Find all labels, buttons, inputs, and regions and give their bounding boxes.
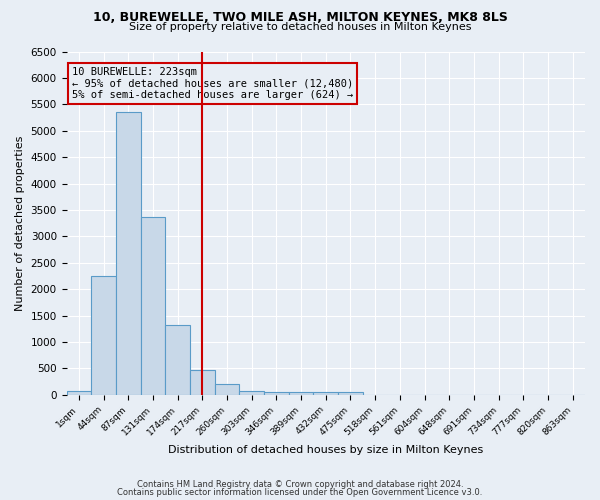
Text: 10 BUREWELLE: 223sqm
← 95% of detached houses are smaller (12,480)
5% of semi-de: 10 BUREWELLE: 223sqm ← 95% of detached h… [72, 67, 353, 100]
Bar [239, 391, 264, 395]
Bar [67, 391, 91, 395]
Bar [264, 392, 289, 395]
Bar [116, 112, 140, 395]
X-axis label: Distribution of detached houses by size in Milton Keynes: Distribution of detached houses by size … [168, 445, 484, 455]
Bar [313, 392, 338, 395]
Text: Contains public sector information licensed under the Open Government Licence v3: Contains public sector information licen… [118, 488, 482, 497]
Bar [165, 325, 190, 395]
Bar [91, 276, 116, 395]
Text: Size of property relative to detached houses in Milton Keynes: Size of property relative to detached ho… [129, 22, 471, 32]
Bar [338, 392, 363, 395]
Text: 10, BUREWELLE, TWO MILE ASH, MILTON KEYNES, MK8 8LS: 10, BUREWELLE, TWO MILE ASH, MILTON KEYN… [92, 11, 508, 24]
Bar [289, 392, 313, 395]
Y-axis label: Number of detached properties: Number of detached properties [15, 136, 25, 311]
Bar [190, 370, 215, 395]
Bar [140, 216, 165, 395]
Text: Contains HM Land Registry data © Crown copyright and database right 2024.: Contains HM Land Registry data © Crown c… [137, 480, 463, 489]
Bar [215, 384, 239, 395]
